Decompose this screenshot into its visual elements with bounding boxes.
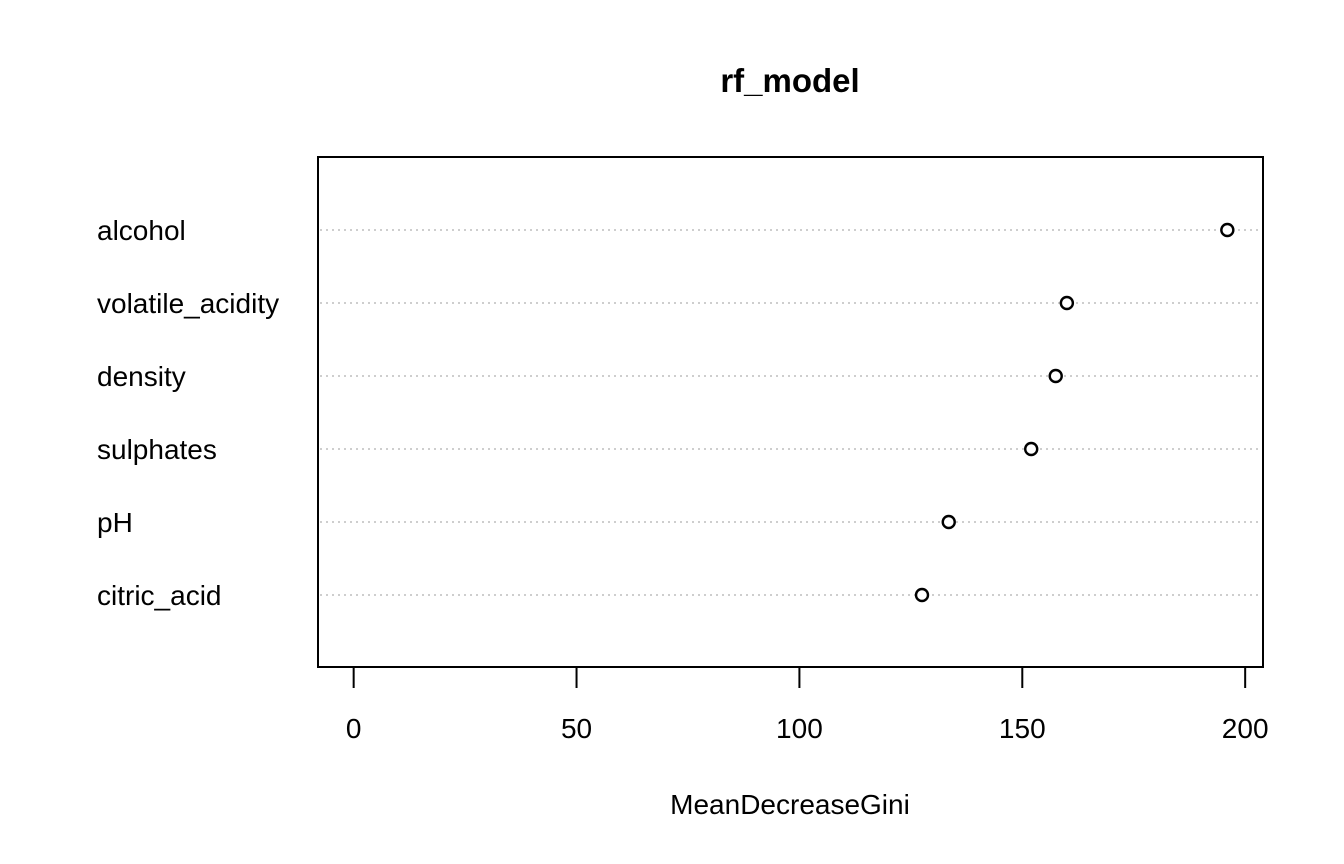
category-label-citric-acid: citric_acid	[97, 580, 221, 611]
data-point-density	[1048, 368, 1063, 384]
plot-frame	[317, 156, 1264, 668]
x-tick-label-50: 50	[561, 713, 592, 744]
data-point-citric-acid	[914, 587, 930, 603]
data-point-sulphates	[1024, 441, 1039, 457]
category-label-volatile-acidity: volatile_acidity	[97, 288, 279, 319]
chart-title: rf_model	[720, 62, 859, 99]
category-label-alcohol: alcohol	[97, 215, 186, 246]
category-label-sulphates: sulphates	[97, 434, 217, 465]
x-tick-label-100: 100	[776, 713, 823, 744]
data-point-ph	[941, 514, 956, 530]
data-points	[914, 222, 1235, 603]
x-axis-label: MeanDecreaseGini	[670, 789, 910, 820]
x-tick-label-200: 200	[1222, 713, 1269, 744]
data-point-alcohol	[1220, 222, 1235, 238]
x-tick-label-0: 0	[346, 713, 362, 744]
data-point-volatile-acidity	[1059, 295, 1075, 311]
x-axis-ticks: 0 50 100 150 200	[346, 667, 1269, 744]
category-label-ph: pH	[97, 507, 133, 538]
category-label-density: density	[97, 361, 186, 392]
x-tick-label-150: 150	[999, 713, 1046, 744]
grid-lines	[320, 229, 1259, 596]
